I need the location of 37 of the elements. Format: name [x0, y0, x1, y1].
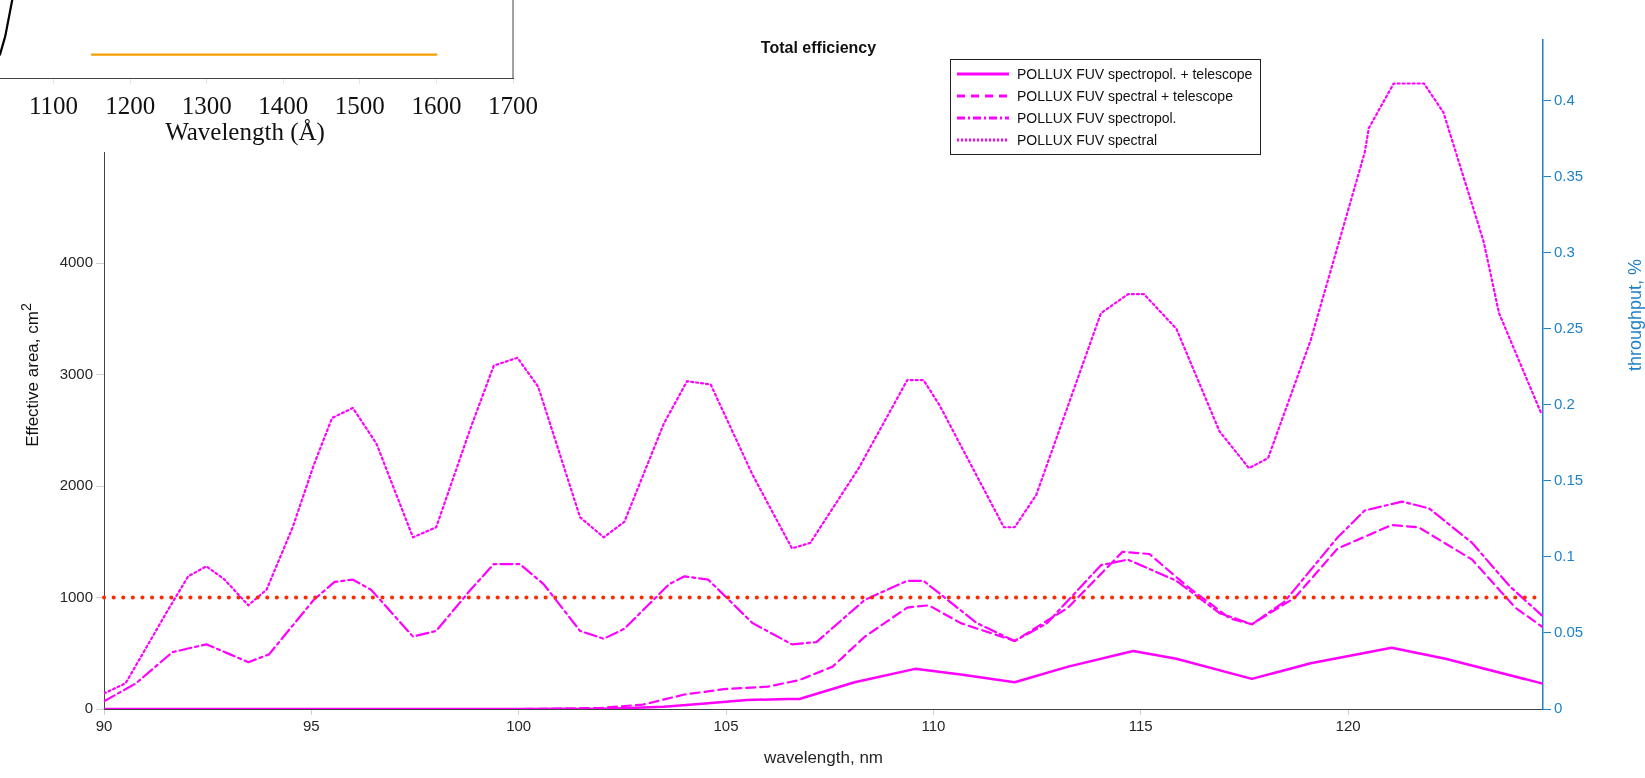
y2-tick-label: 0.4 — [1554, 90, 1575, 108]
y2-tick-label: 0 — [1554, 699, 1563, 717]
y2-tick-label: 0.05 — [1554, 623, 1584, 641]
x-axis-title: Wavelength (Å) — [165, 117, 325, 146]
x-tick-label: 95 — [303, 717, 320, 735]
y-tick-label: 1000 — [59, 587, 93, 605]
y-tick-label: 4000 — [59, 253, 93, 271]
y2-tick-label: 0.3 — [1554, 243, 1575, 260]
y-tick-label: 3000 — [59, 364, 93, 382]
legend-label: POLLUX FUV spectral — [1017, 132, 1158, 148]
x-tick-label: 1700 — [488, 91, 538, 119]
x-tick-label: 1500 — [334, 91, 385, 119]
x-tick-label: 1200 — [105, 91, 156, 119]
legend-label: POLLUX FUV spectral + telescope — [1017, 88, 1233, 104]
y2-tick-label: 0.35 — [1554, 166, 1584, 184]
x-tick-label: 120 — [1335, 717, 1361, 735]
line-series — [104, 82, 1543, 695]
x-tick-label: 1100 — [29, 91, 79, 119]
y2-tick-label: 0.15 — [1554, 471, 1584, 489]
legend-label: POLLUX FUV spectropol. + telescope — [1017, 66, 1253, 82]
x-tick-label: 100 — [506, 717, 532, 735]
x-tick-label: 90 — [95, 717, 113, 735]
legend-label: POLLUX FUV spectropol. — [1017, 110, 1177, 126]
chart-title: Total efficiency — [760, 39, 877, 56]
x-tick-label: 1300 — [181, 91, 232, 119]
y2-axis-title: throughput, % — [1625, 258, 1645, 371]
x-tick-label: 110 — [921, 717, 946, 735]
y2-tick-label: 0.2 — [1554, 395, 1575, 413]
x-tick-label: 105 — [713, 717, 739, 735]
x-tick-label: 115 — [1128, 717, 1153, 735]
y2-tick-label: 0.1 — [1554, 547, 1575, 565]
x-axis-title: wavelength, nm — [762, 748, 885, 768]
x-tick-label: 1600 — [411, 91, 462, 119]
y-tick-label: 2000 — [59, 476, 93, 494]
y-tick-label: 0 — [84, 699, 93, 717]
x-tick-label: 1400 — [258, 91, 309, 119]
y2-tick-label: 0.25 — [1554, 319, 1584, 337]
